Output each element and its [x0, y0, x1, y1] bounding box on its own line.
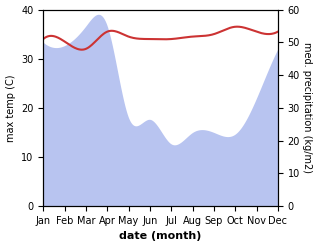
X-axis label: date (month): date (month) — [119, 231, 202, 242]
Y-axis label: med. precipitation (kg/m2): med. precipitation (kg/m2) — [302, 42, 313, 173]
Y-axis label: max temp (C): max temp (C) — [5, 74, 16, 142]
